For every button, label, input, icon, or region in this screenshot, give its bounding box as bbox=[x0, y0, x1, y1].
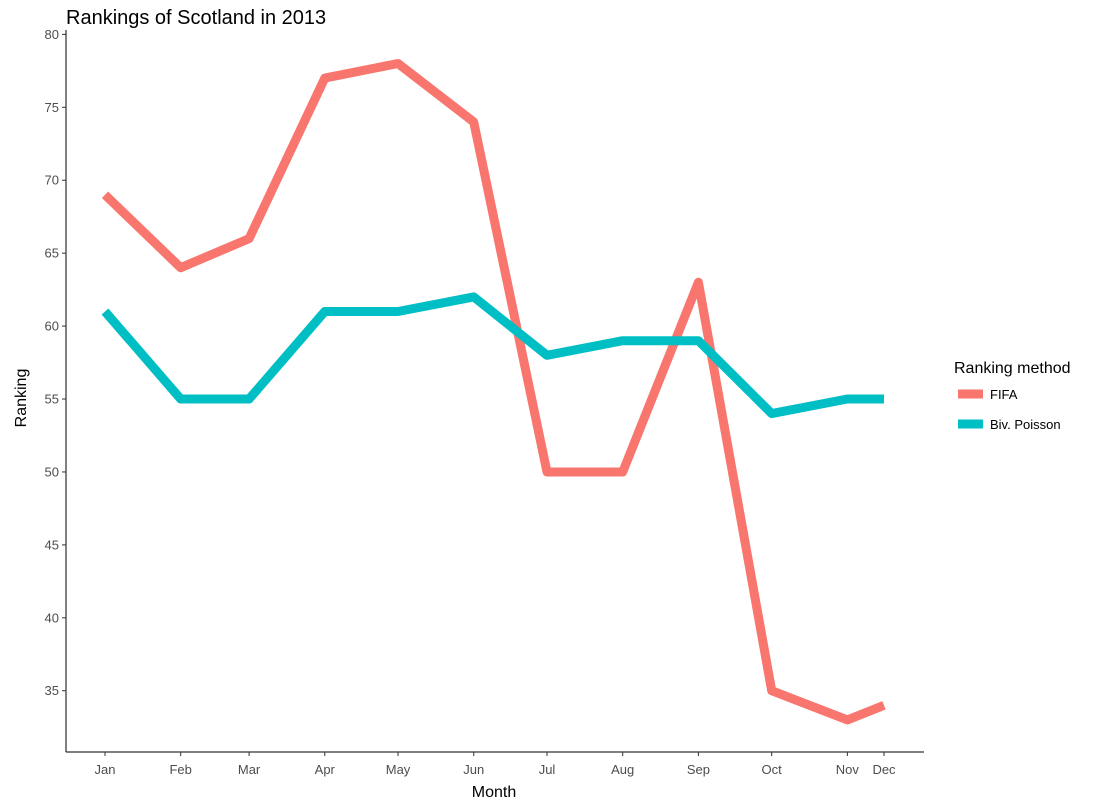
y-tick-label: 80 bbox=[45, 27, 59, 42]
x-tick-label: Sep bbox=[687, 762, 710, 777]
series-layer bbox=[101, 59, 886, 725]
y-tick-label: 50 bbox=[45, 464, 59, 479]
x-tick-label: Mar bbox=[238, 762, 261, 777]
y-tick-label: 40 bbox=[45, 610, 59, 625]
legend-title: Ranking method bbox=[954, 360, 1071, 377]
x-axis: Jan Feb Mar Apr May Jun Jul Aug Sep Oct Nov Dec bbox=[66, 751, 924, 777]
x-tick-label: Aug bbox=[611, 762, 634, 777]
y-axis-title: Ranking bbox=[13, 369, 30, 428]
x-tick-label: Feb bbox=[169, 762, 191, 777]
x-tick-label: Jul bbox=[539, 762, 556, 777]
x-tick-label: Jun bbox=[463, 762, 484, 777]
x-tick-label: Jan bbox=[95, 762, 116, 777]
x-tick-label: May bbox=[386, 762, 411, 777]
y-tick-label: 35 bbox=[45, 683, 59, 698]
legend: Ranking method FIFA Biv. Poisson bbox=[954, 360, 1071, 432]
y-axis: 35 40 45 50 55 60 65 70 75 80 bbox=[45, 27, 67, 752]
y-tick-label: 65 bbox=[45, 246, 59, 261]
x-tick-label: Nov bbox=[836, 762, 860, 777]
x-tick-label: Oct bbox=[762, 762, 783, 777]
series-line-biv-poisson bbox=[101, 292, 884, 419]
y-tick-label: 55 bbox=[45, 392, 59, 407]
chart-title: Rankings of Scotland in 2013 bbox=[66, 7, 326, 29]
x-tick-label: Dec bbox=[872, 762, 896, 777]
x-axis-title: Month bbox=[472, 784, 516, 801]
y-tick-label: 45 bbox=[45, 537, 59, 552]
series-line-fifa bbox=[101, 59, 886, 725]
y-tick-label: 70 bbox=[45, 173, 59, 188]
y-tick-label: 75 bbox=[45, 100, 59, 115]
legend-label: Biv. Poisson bbox=[990, 417, 1061, 432]
x-tick-label: Apr bbox=[315, 762, 336, 777]
legend-label: FIFA bbox=[990, 387, 1018, 402]
y-tick-label: 60 bbox=[45, 319, 59, 334]
